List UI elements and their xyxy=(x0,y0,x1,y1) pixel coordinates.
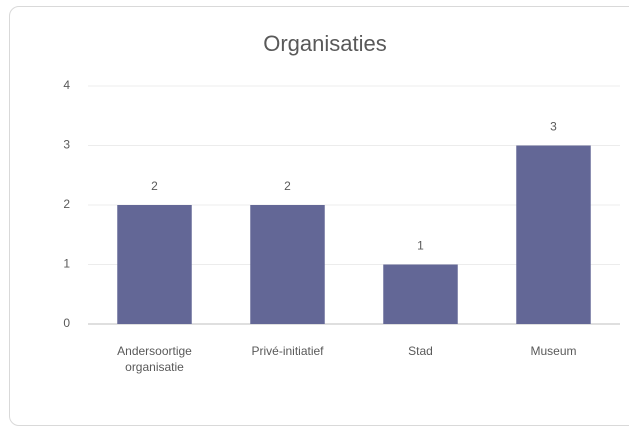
y-tick-label: 4 xyxy=(63,78,70,92)
x-tick-label: Privé-initiatief xyxy=(251,344,324,358)
x-tick-label: Museum xyxy=(530,344,577,358)
y-tick-label: 2 xyxy=(63,197,70,211)
bar xyxy=(117,205,192,324)
data-label: 2 xyxy=(284,179,291,193)
data-label: 3 xyxy=(550,120,557,134)
bar xyxy=(516,145,591,324)
chart-title: Organisaties xyxy=(263,31,387,56)
y-tick-label: 3 xyxy=(63,138,70,152)
bar xyxy=(383,264,458,324)
data-label: 1 xyxy=(417,239,424,253)
chart-card xyxy=(9,6,629,426)
x-tick-label: Stad xyxy=(408,344,433,358)
data-label: 2 xyxy=(151,179,158,193)
x-tick-label: Andersoortige organisatie xyxy=(117,344,192,374)
y-tick-label: 1 xyxy=(63,257,70,271)
y-tick-label: 0 xyxy=(63,316,70,330)
bar xyxy=(250,205,325,324)
